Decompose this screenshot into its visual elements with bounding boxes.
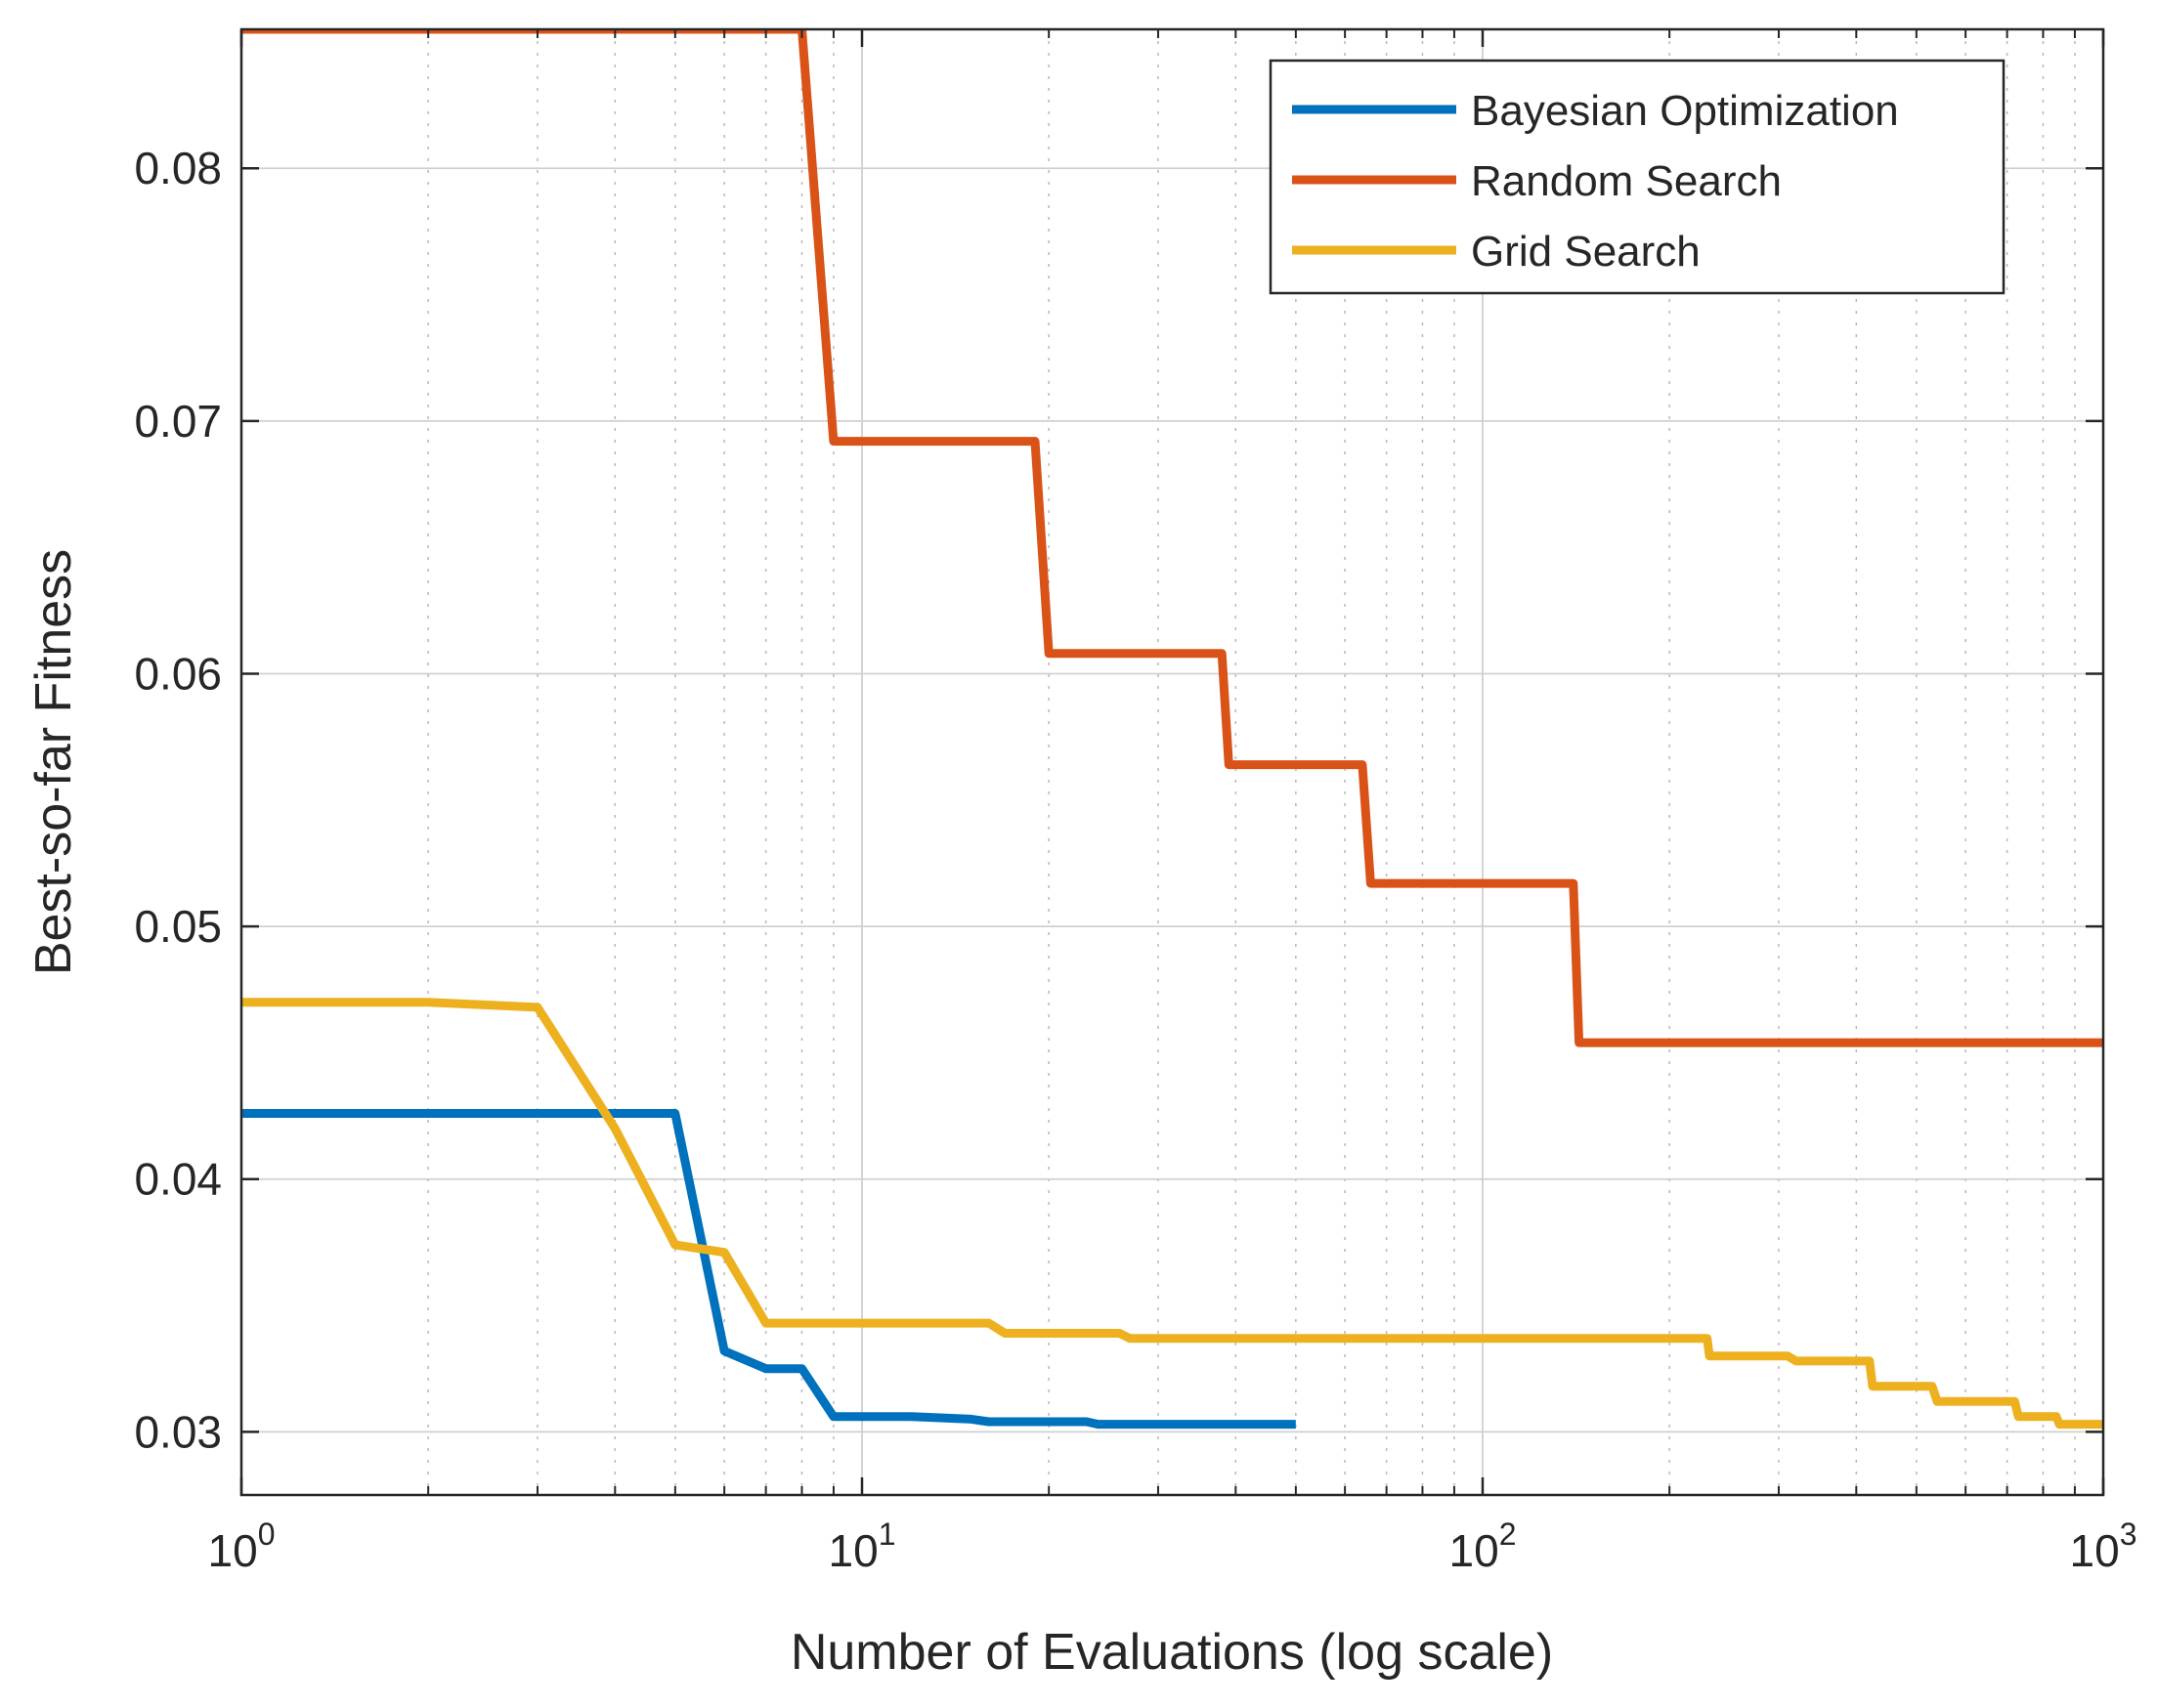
x-tick-label: 101 (829, 1516, 896, 1576)
series-line-random-search (241, 29, 2103, 1047)
plot-frame (239, 27, 2105, 1497)
x-tick-label: 102 (1449, 1516, 1517, 1576)
legend-label: Random Search (1471, 157, 1782, 205)
y-tick-label: 0.07 (134, 396, 222, 447)
series-layer (241, 29, 2103, 1430)
y-tick-label: 0.03 (134, 1406, 222, 1457)
y-tick-label: 0.05 (134, 901, 222, 952)
x-tick-label: 100 (208, 1516, 276, 1576)
y-tick-label: 0.06 (134, 648, 222, 699)
series-line-bayesian-optimization (241, 1109, 1296, 1430)
legend-label: Bayesian Optimization (1471, 87, 1899, 135)
y-tick-label: 0.08 (134, 143, 222, 193)
series-line-grid-search (241, 998, 2103, 1430)
y-axis-label: Best-so-far Fitness (25, 549, 82, 975)
x-axis-label: Number of Evaluations (log scale) (791, 1624, 1553, 1681)
tick-marks (239, 29, 2105, 1495)
legend: Bayesian Optimization Random Search Grid S… (1269, 59, 2006, 295)
y-tick-label: 0.04 (134, 1154, 222, 1205)
x-tick-label: 103 (2070, 1516, 2137, 1576)
x-tick-labels: 100 101 102 103 (208, 1516, 2137, 1576)
y-tick-labels: 0.03 0.04 0.05 0.06 0.07 0.08 (134, 143, 222, 1457)
legend-label: Grid Search (1471, 228, 1701, 276)
